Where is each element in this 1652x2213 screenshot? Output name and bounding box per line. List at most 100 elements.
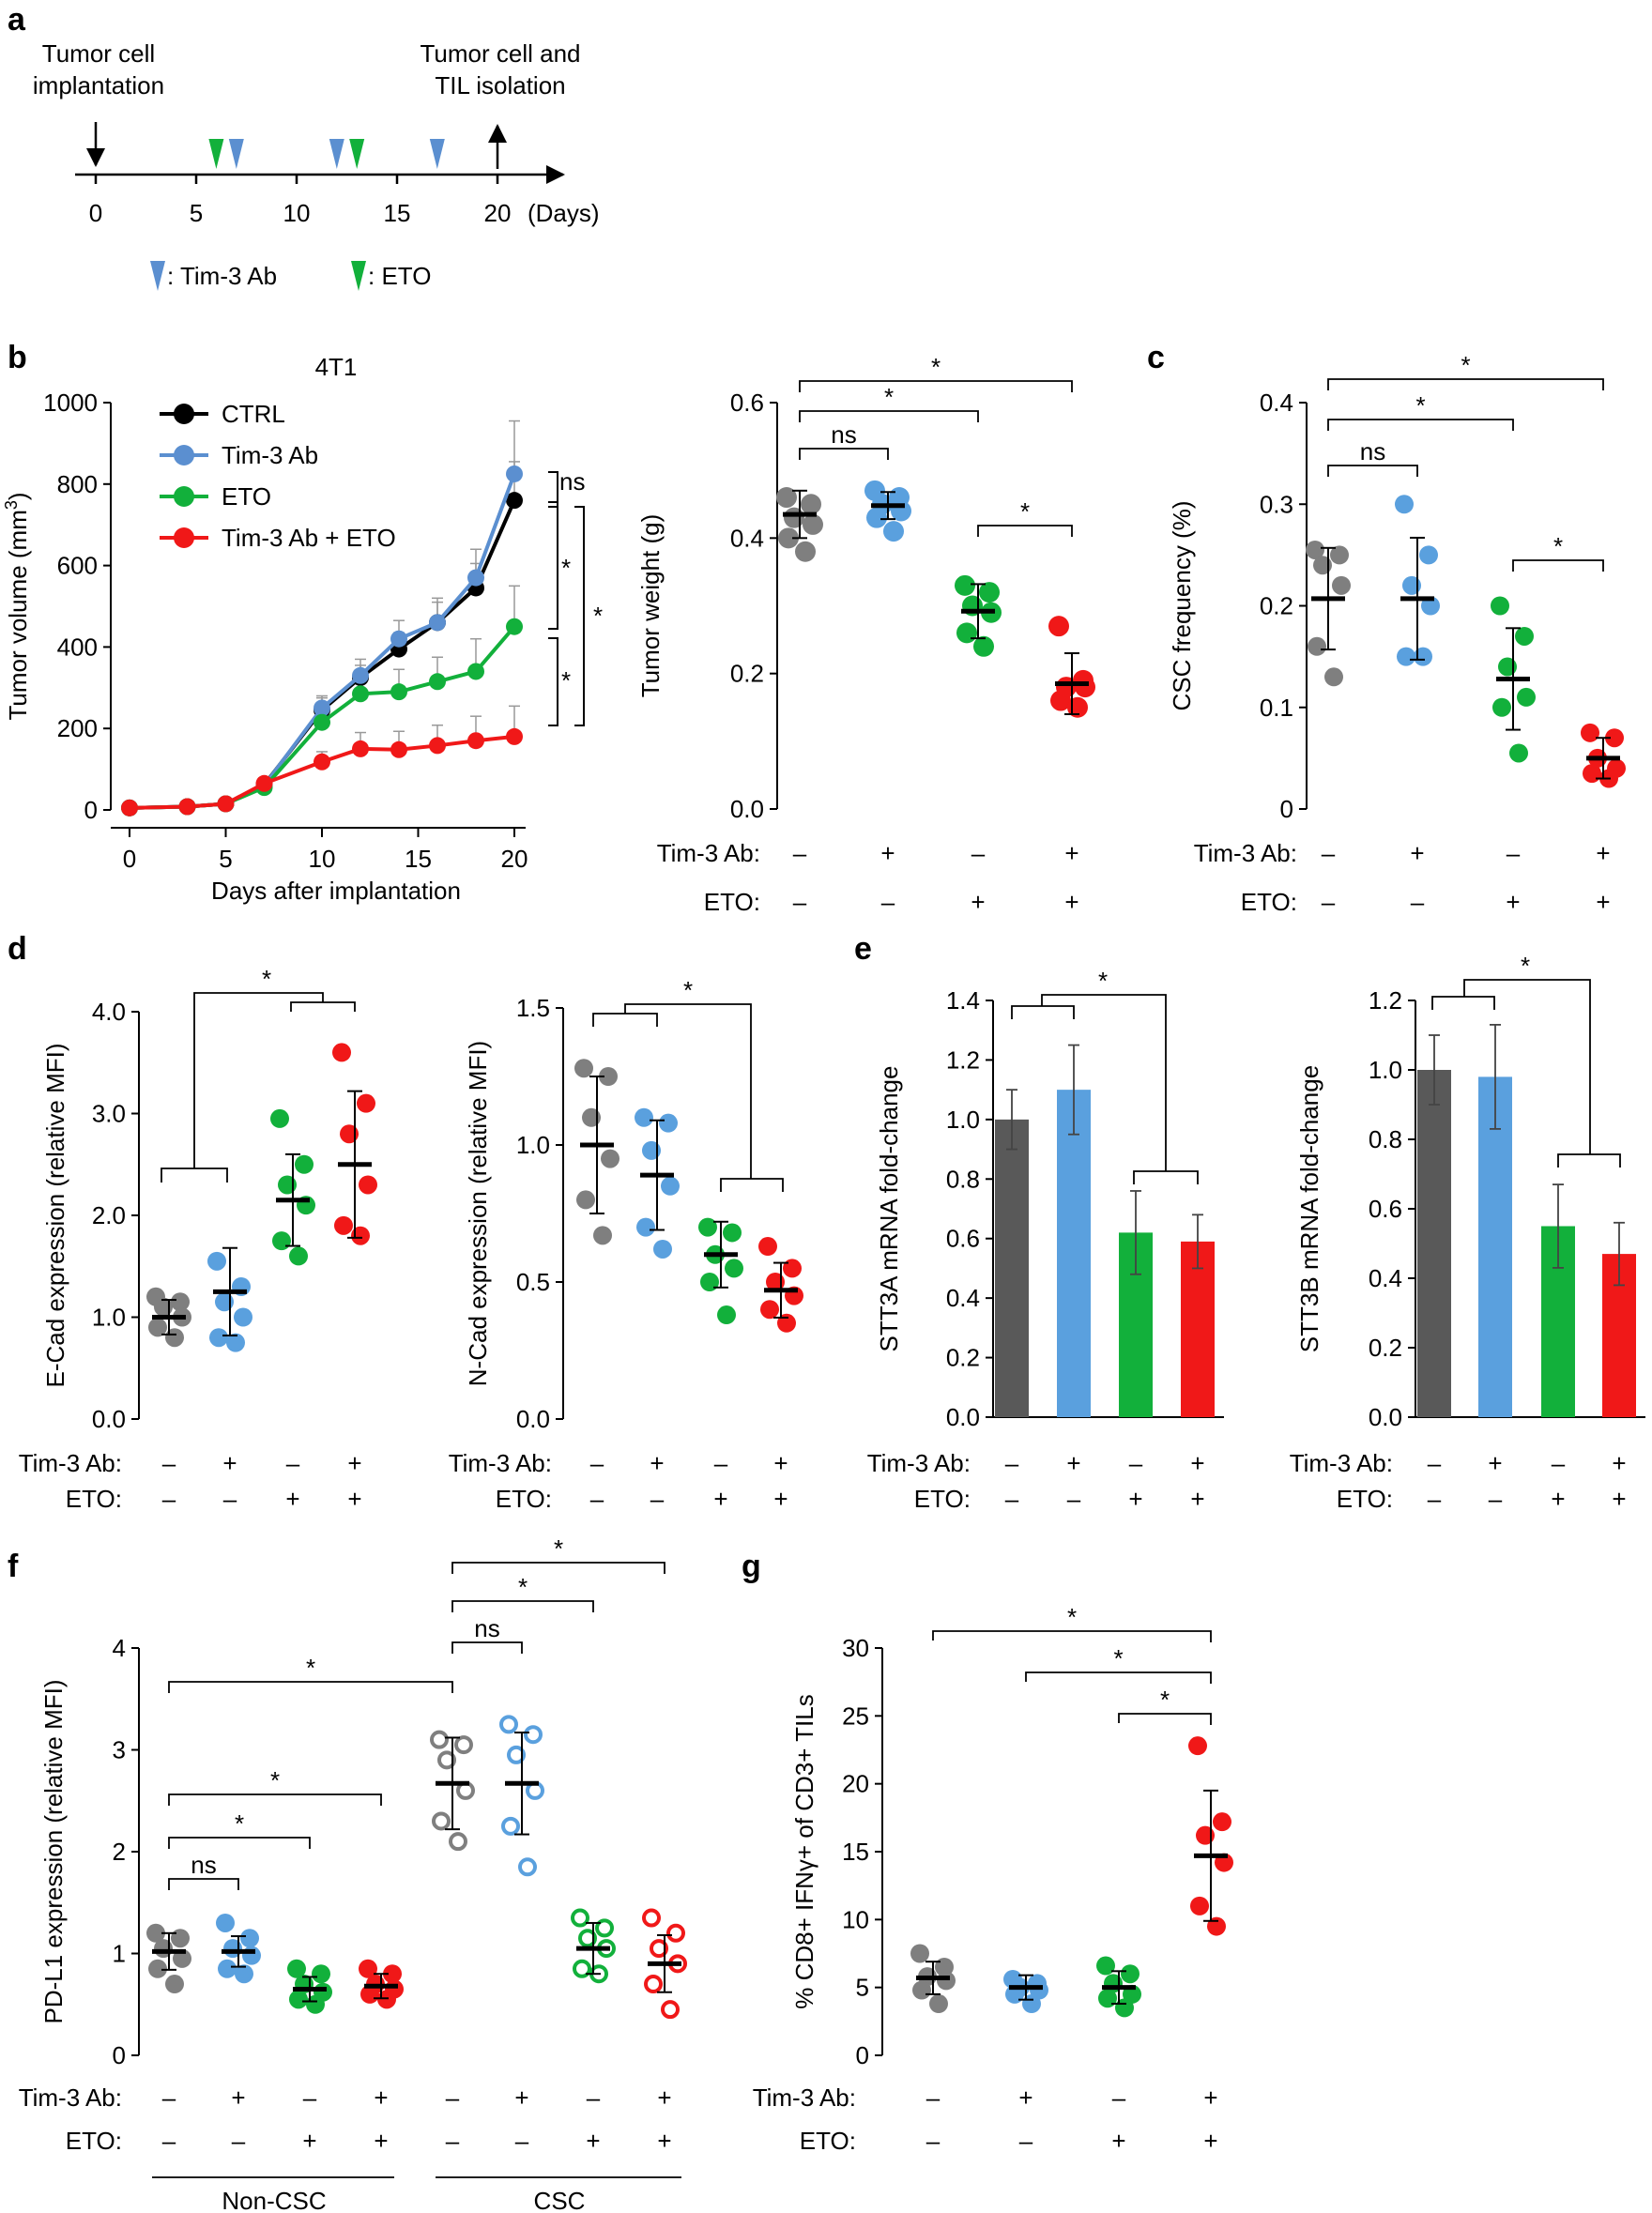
data-point	[795, 541, 816, 562]
data-point	[332, 1043, 351, 1062]
timeline-right-title-2: TIL isolation	[435, 71, 565, 99]
series-point	[352, 685, 369, 703]
y-tick-label: 1.0	[946, 1106, 980, 1134]
eto-sign: +	[713, 1485, 727, 1513]
eto-sign: –	[1322, 888, 1336, 916]
series-point	[429, 737, 446, 755]
ns-label: ns	[1360, 437, 1385, 465]
tim3-sign: –	[1428, 1449, 1442, 1477]
data-point	[359, 1175, 377, 1195]
data-point	[574, 1059, 593, 1078]
tim3-sign: +	[1064, 839, 1078, 867]
data-point	[287, 1959, 306, 1978]
data-point	[717, 1305, 736, 1325]
data-point	[573, 1959, 591, 1978]
eto-sign: –	[515, 2127, 529, 2155]
significance-bracket	[1133, 1170, 1199, 1184]
y-tick-label: 400	[57, 633, 98, 661]
timeline-tick-label: 5	[190, 199, 203, 227]
data-point	[501, 1816, 520, 1836]
row-label-eto: ETO:	[1337, 1485, 1393, 1513]
data-point	[1492, 697, 1511, 717]
significance-bracket	[1041, 994, 1167, 1171]
significance-star: *	[884, 383, 894, 411]
tim3-sign: –	[1112, 2083, 1126, 2112]
legend-marker	[174, 445, 194, 465]
data-point	[235, 1964, 253, 1984]
data-point	[635, 1107, 653, 1127]
data-point	[723, 1223, 742, 1243]
data-point	[437, 1750, 456, 1770]
data-point	[171, 1929, 190, 1948]
panel-label-c: c	[1147, 340, 1165, 375]
tim3-sign: –	[1005, 1449, 1019, 1477]
data-point	[1421, 596, 1440, 616]
significance-bracket	[290, 1001, 356, 1012]
data-point	[760, 1300, 779, 1320]
data-point	[148, 1318, 167, 1337]
eto-sign: +	[347, 1485, 361, 1513]
row-label-tim3: Tim-3 Ab:	[449, 1449, 552, 1477]
significance-star: *	[1020, 497, 1030, 526]
significance-bracket	[1011, 1005, 1075, 1019]
data-point	[937, 1971, 956, 1991]
y-tick-label: 0	[856, 2041, 869, 2069]
data-point	[1491, 596, 1509, 616]
ns-label: ns	[831, 420, 856, 449]
eto-sign: +	[1064, 888, 1078, 916]
significance-bracket	[574, 506, 585, 726]
y-tick-label: 0.4	[946, 1284, 980, 1312]
data-point	[1190, 1896, 1209, 1915]
data-point	[1515, 626, 1534, 646]
tim3-sign: –	[1322, 839, 1336, 867]
tim3-sign: +	[514, 2083, 528, 2112]
ns-label: ns	[474, 1614, 499, 1642]
x-tick-label: 10	[309, 845, 336, 873]
eto-sign: +	[302, 2127, 316, 2155]
y-tick-label: 0.0	[516, 1405, 550, 1433]
data-point	[289, 1990, 308, 2009]
series-point	[390, 740, 407, 758]
significance-bracket	[193, 992, 324, 1168]
data-point	[165, 1975, 184, 1994]
significance-bracket	[1118, 1713, 1212, 1725]
data-point	[1075, 677, 1095, 698]
y-tick-label: 0.0	[946, 1403, 980, 1431]
data-point	[173, 1948, 191, 1968]
y-tick-label: 0.6	[946, 1225, 980, 1253]
eto-sign: +	[1551, 1485, 1565, 1513]
data-point	[1397, 647, 1415, 666]
series-point	[217, 795, 235, 813]
data-point	[650, 1939, 668, 1959]
row-label-tim3: Tim-3 Ab:	[1194, 839, 1297, 867]
data-point	[295, 1154, 314, 1174]
series-point	[390, 683, 407, 701]
y-axis-label: Tumor volume (mm3)	[2, 492, 32, 720]
data-point	[1581, 723, 1599, 742]
significance-bracket	[720, 1178, 784, 1192]
significance-star: *	[518, 1573, 528, 1601]
data-point	[146, 1923, 165, 1943]
data-point	[973, 635, 994, 657]
tim3-sign: +	[657, 2083, 671, 2112]
eto-sign: –	[1005, 1485, 1019, 1513]
row-label-eto: ETO:	[1241, 888, 1297, 916]
eto-sign: –	[650, 1485, 665, 1513]
significance-bracket	[168, 1681, 453, 1693]
y-tick-label: 0.0	[730, 795, 764, 823]
y-tick-label: 0.8	[1369, 1125, 1402, 1153]
data-point	[700, 1273, 719, 1291]
series-point	[506, 492, 523, 510]
data-point	[383, 1964, 402, 1984]
data-point	[312, 1964, 330, 1984]
series-point	[314, 699, 330, 717]
row-label-eto: ETO:	[704, 888, 760, 916]
data-point	[524, 1725, 543, 1745]
significance-bracket	[799, 380, 1073, 392]
y-tick-label: 0	[1280, 795, 1293, 823]
tim3-sign: –	[1552, 1449, 1566, 1477]
data-point	[698, 1217, 717, 1237]
y-tick-label: 30	[842, 1634, 869, 1662]
y-tick-label: 4.0	[92, 998, 126, 1026]
data-point	[334, 1215, 353, 1235]
